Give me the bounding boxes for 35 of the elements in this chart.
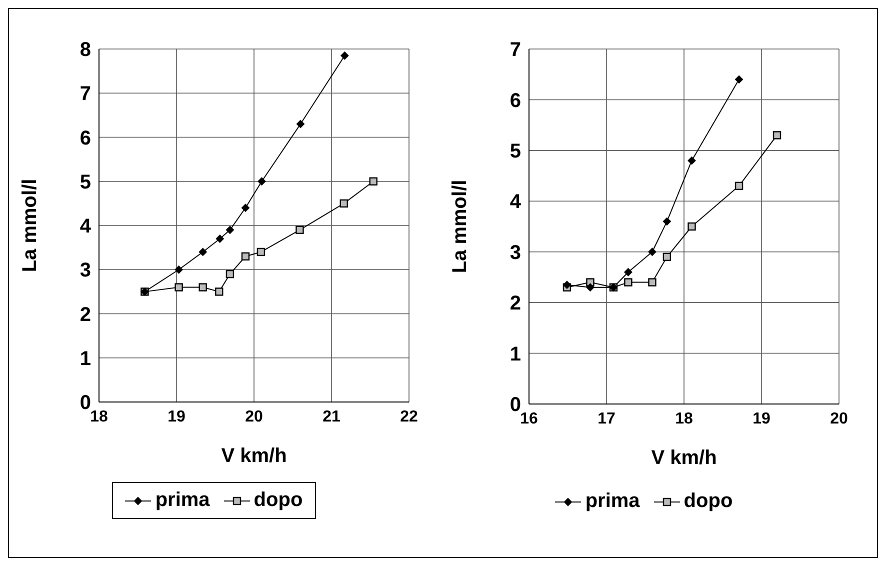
legend-label: dopo (682, 490, 733, 513)
y-tick-label: 8 (80, 39, 91, 62)
x-tick-label: 21 (322, 408, 340, 426)
y-tick-label: 1 (510, 343, 521, 366)
x-tick-label: 17 (598, 410, 616, 428)
x-tick-label: 18 (675, 410, 693, 428)
x-tick-label: 20 (245, 408, 263, 426)
y-tick-label: 3 (80, 260, 91, 282)
y-tick-label: 5 (80, 171, 91, 194)
y-tick-label: 5 (510, 140, 521, 163)
x-tick-label: 20 (830, 410, 848, 428)
x-tick-label: 19 (168, 408, 186, 426)
legend-label: prima (154, 489, 210, 512)
y-axis-title: La mmol/l (449, 180, 472, 274)
legend-label: prima (584, 490, 640, 513)
x-tick-label: 18 (90, 408, 108, 426)
y-tick-label: 0 (80, 392, 91, 414)
x-axis-title: V km/h (221, 445, 287, 467)
y-tick-label: 7 (80, 83, 91, 106)
y-tick-label: 1 (80, 348, 91, 370)
y-tick-label: 4 (80, 216, 92, 238)
y-tick-label: 3 (510, 242, 521, 264)
x-axis-title: V km/h (651, 447, 717, 469)
y-tick-label: 7 (510, 39, 521, 62)
legend-label: dopo (252, 489, 303, 512)
y-tick-label: 2 (510, 292, 521, 315)
y-tick-label: 4 (510, 191, 522, 214)
y-tick-label: 0 (510, 394, 521, 416)
x-tick-label: 19 (752, 410, 770, 428)
y-axis-title: La mmol/l (19, 178, 42, 272)
x-tick-label: 16 (520, 410, 538, 428)
y-tick-label: 2 (80, 304, 91, 326)
y-tick-label: 6 (80, 127, 91, 150)
y-tick-label: 6 (510, 90, 521, 112)
x-tick-label: 22 (400, 408, 418, 426)
